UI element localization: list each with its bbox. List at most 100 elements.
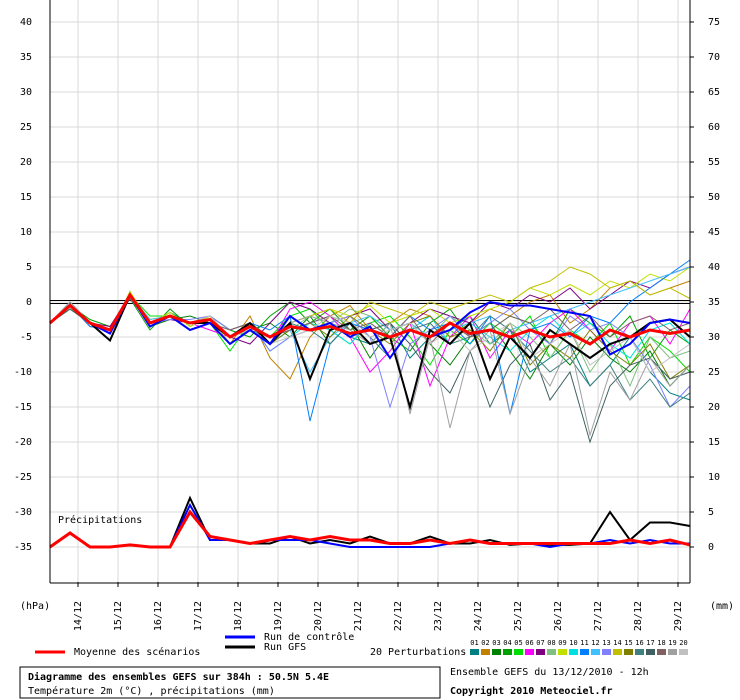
- legend-label: 16: [635, 639, 643, 647]
- x-tick-label: 21/12: [353, 601, 364, 631]
- y2-tick-label: 30: [708, 332, 720, 343]
- legend-label: 05: [514, 639, 522, 647]
- legend-swatch: [602, 649, 611, 655]
- legend-label: 04: [503, 639, 511, 647]
- legend-swatch: [503, 649, 512, 655]
- y-tick-label: 25: [20, 122, 32, 133]
- legend-label: 08: [547, 639, 555, 647]
- x-tick-label: 27/12: [593, 601, 604, 631]
- legend-swatch: [569, 649, 578, 655]
- x-tick-label: 29/12: [673, 601, 684, 631]
- y-tick-label: 0: [26, 297, 32, 308]
- x-tick-label: 15/12: [113, 601, 124, 631]
- legend-swatch: [580, 649, 589, 655]
- x-tick-label: 17/12: [193, 601, 204, 631]
- x-tick-label: 14/12: [73, 601, 84, 631]
- y2-tick-label: 65: [708, 87, 720, 98]
- x-tick-label: 26/12: [553, 601, 564, 631]
- y-tick-label: -10: [14, 367, 32, 378]
- annotation: Précipitations: [58, 514, 142, 526]
- legend-label: 07: [536, 639, 544, 647]
- y-tick-label: 30: [20, 87, 32, 98]
- y2-tick-label: 0: [708, 542, 714, 553]
- legend-label: 14: [613, 639, 621, 647]
- x-tick-label: 25/12: [513, 601, 524, 631]
- x-tick-label: 23/12: [433, 601, 444, 631]
- y-tick-label: 20: [20, 157, 32, 168]
- legend-swatch: [635, 649, 644, 655]
- marks: [49, 259, 691, 549]
- legend-label: 11: [580, 639, 588, 647]
- legend-label: 02: [481, 639, 489, 647]
- legend-swatch: [536, 649, 545, 655]
- y-tick-label: -15: [14, 402, 32, 413]
- legend-swatch: [470, 649, 479, 655]
- y-tick-label: -20: [14, 437, 32, 448]
- legend-label: 17: [646, 639, 654, 647]
- legend-swatch: [514, 649, 523, 655]
- x-tick-label: 24/12: [473, 601, 484, 631]
- perturbation-line: [49, 297, 691, 401]
- x-tick-label: 16/12: [153, 601, 164, 631]
- y-tick-label: 40: [20, 17, 32, 28]
- legend-swatch: [646, 649, 655, 655]
- footer-run: Ensemble GEFS du 13/12/2010 - 12h: [450, 667, 649, 678]
- y2-tick-label: 70: [708, 52, 720, 63]
- legend-label: 20: [679, 639, 687, 647]
- legend-label: 18: [657, 639, 665, 647]
- legend-swatch: [657, 649, 666, 655]
- legend-swatch: [668, 649, 677, 655]
- legend-label: 19: [668, 639, 676, 647]
- x-tick-label: 20/12: [313, 601, 324, 631]
- x-tick-label: 28/12: [633, 601, 644, 631]
- perturbation-line: [49, 266, 691, 374]
- y2-tick-label: 15: [708, 437, 720, 448]
- legend-label: 09: [558, 639, 566, 647]
- grid: [50, 0, 690, 582]
- legend-swatch: [558, 649, 567, 655]
- y2-tick-label: 25: [708, 367, 720, 378]
- main-temperature-line: [49, 292, 691, 360]
- y-tick-label: -5: [20, 332, 32, 343]
- legend-swatch: [613, 649, 622, 655]
- y2-tick-label: 35: [708, 297, 720, 308]
- legend-label: 15: [624, 639, 632, 647]
- perturbation-line: [49, 290, 691, 387]
- legend-swatch: [679, 649, 688, 655]
- legend: 01 02 03 04 05 06 07 08 09 10 11 12 13 14 15 16 17 18 19 20…: [35, 631, 688, 658]
- y-tick-label: 35: [20, 52, 32, 63]
- legend-swatch: [591, 649, 600, 655]
- legend-label: 13: [602, 639, 610, 647]
- legend-swatch: [525, 649, 534, 655]
- y2-tick-label: 45: [708, 227, 720, 238]
- footer-title: Diagramme des ensembles GEFS sur 384h : …: [28, 671, 329, 683]
- y2-tick-label: 50: [708, 192, 720, 203]
- legend-swatch: [481, 649, 490, 655]
- y-tick-label: 5: [26, 262, 32, 273]
- y2-tick-label: 10: [708, 472, 720, 483]
- legend-swatch: [492, 649, 501, 655]
- y-tick-label: 15: [20, 192, 32, 203]
- y2-tick-label: 5: [708, 507, 714, 518]
- footer-box: [19, 666, 441, 699]
- y-axis-label: (hPa): [20, 601, 50, 612]
- legend-label: 06: [525, 639, 533, 647]
- x-tick-label: 18/12: [233, 601, 244, 631]
- y2-tick-label: 55: [708, 157, 720, 168]
- y2-tick-label: 75: [708, 17, 720, 28]
- legend-label: Moyenne des scénarios: [74, 646, 200, 658]
- x-tick-label: 19/12: [273, 601, 284, 631]
- y-tick-label: -25: [14, 472, 32, 483]
- legend-title: 20 Perturbations: [370, 647, 466, 658]
- y2-tick-label: 40: [708, 262, 720, 273]
- y-tick-label: -30: [14, 507, 32, 518]
- y2-tick-label: 20: [708, 402, 720, 413]
- precipitation-line: [49, 509, 691, 549]
- y2-tick-label: 60: [708, 122, 720, 133]
- legend-label: Run de contrôle: [264, 631, 354, 643]
- legend-label: 03: [492, 639, 500, 647]
- x-tick-label: 22/12: [393, 601, 404, 631]
- footer-subtitle: Température 2m (°C) , précipitations (mm…: [28, 685, 275, 697]
- legend-label: 01: [470, 639, 478, 647]
